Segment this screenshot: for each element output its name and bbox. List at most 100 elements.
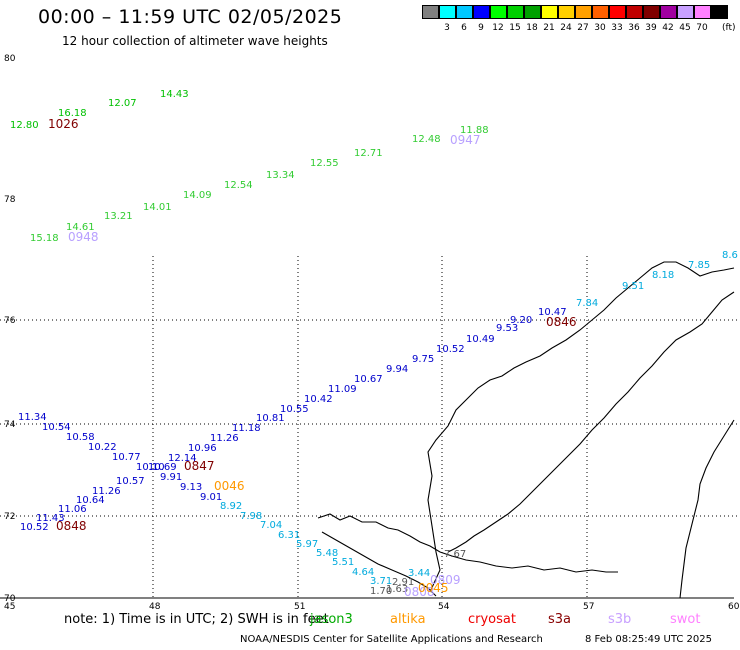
page-title: 00:00 – 11:59 UTC 02/05/2025	[38, 6, 343, 28]
swh-value: 4.64	[352, 567, 374, 578]
swh-value: 10.47	[538, 307, 567, 318]
sat-legend-jason3: jason3	[310, 612, 353, 627]
swh-value: 7.85	[688, 260, 710, 271]
lon-label: 45	[4, 602, 15, 612]
coastline-east	[447, 291, 735, 553]
sat-legend-altika: altika	[390, 612, 426, 627]
sat-legend-cryosat: cryosat	[468, 612, 516, 627]
swh-value: 10.57	[116, 476, 145, 487]
lon-label: 48	[149, 602, 161, 612]
legend-swatch	[439, 5, 456, 19]
coastline-south	[317, 513, 618, 573]
swh-value: 9.91	[160, 472, 182, 483]
legend-label: 24	[560, 23, 572, 33]
sat-legend-s3a: s3a	[548, 612, 572, 627]
swh-value: 12.54	[224, 180, 253, 191]
pass-time-label: 0046	[214, 479, 245, 493]
swh-value: 10.52	[436, 344, 465, 355]
swh-value: 14.09	[183, 190, 212, 201]
lat-label: 80	[4, 54, 16, 64]
swh-value: 11.09	[328, 384, 357, 395]
legend-swatch	[541, 5, 558, 19]
coastline-east-edge	[679, 419, 735, 599]
pass-time-label: 0847	[184, 459, 215, 473]
swh-value: 14.01	[143, 202, 172, 213]
legend-label: 33	[611, 23, 623, 33]
swh-value: 10.42	[304, 394, 333, 405]
lon-label: 51	[294, 602, 305, 612]
lon-label: 57	[583, 602, 594, 612]
swh-value: 5.97	[296, 539, 318, 550]
swh-value: 9.01	[200, 492, 222, 503]
swh-value: 11.26	[92, 486, 121, 497]
swh-value: 11.88	[460, 125, 489, 136]
swh-value: 9.13	[180, 482, 202, 493]
legend-label: 21	[543, 23, 555, 33]
swh-value: 12.80	[10, 120, 39, 131]
swh-value: 13.21	[104, 211, 133, 222]
pass-time-label: 0948	[68, 230, 99, 244]
swh-value: 10.77	[112, 452, 141, 463]
swh-value: 8.6	[722, 250, 738, 261]
swh-value: 13.34	[266, 170, 295, 181]
lat-label: 70	[4, 594, 16, 604]
swh-value: 9.94	[386, 364, 408, 375]
lon-label: 60	[728, 602, 740, 612]
footer-note: note: 1) Time is in UTC; 2) SWH is in fe…	[64, 612, 329, 627]
sat-legend-s3b: s3b	[608, 612, 632, 627]
legend-swatch	[677, 5, 694, 19]
swh-value: 10.58	[66, 432, 95, 443]
generation-timestamp: 8 Feb 08:25:49 UTC 2025	[585, 634, 712, 645]
page-subtitle: 12 hour collection of altimeter wave hei…	[62, 34, 328, 48]
swh-value: 7.67	[444, 549, 466, 560]
pass-time-label: 0947	[450, 133, 481, 147]
swh-value: 6.31	[278, 530, 300, 541]
legend-swatch	[490, 5, 507, 19]
legend-swatch	[711, 5, 728, 19]
swh-value: 14.61	[66, 222, 95, 233]
sat-legend-swot: swot	[670, 612, 701, 627]
legend-swatch	[507, 5, 524, 19]
coastline-mainland	[427, 261, 735, 593]
swh-value: 11.18	[232, 423, 261, 434]
coastline-bay	[321, 531, 437, 597]
legend-label: 42	[662, 23, 674, 33]
pass-time-label: 0045	[418, 581, 449, 595]
legend-label: 15	[509, 23, 521, 33]
swh-value: 16.18	[58, 108, 87, 119]
swh-value: 12.07	[108, 98, 137, 109]
legend-label: 36	[628, 23, 640, 33]
swh-value: 12.14	[168, 453, 197, 464]
legend-swatch	[592, 5, 609, 19]
legend-swatch	[694, 5, 711, 19]
pass-time-label: 0809	[430, 573, 461, 587]
legend-swatch	[422, 5, 439, 19]
swh-value: 9.75	[412, 354, 434, 365]
legend-label: 3	[444, 23, 450, 33]
swh-value: 12.71	[354, 148, 383, 159]
lon-label: 54	[438, 602, 450, 612]
swh-value: 8.92	[220, 501, 242, 512]
lat-label: 76	[4, 316, 16, 326]
swh-value: 3.71	[370, 576, 392, 587]
legend-swatch	[524, 5, 541, 19]
swh-value: 15.18	[30, 233, 59, 244]
legend-swatch	[473, 5, 490, 19]
legend-label: 27	[577, 23, 589, 33]
pass-time-label: 0846	[546, 315, 577, 329]
legend-label: 30	[594, 23, 606, 33]
swh-value: 10.67	[354, 374, 383, 385]
legend-label: 6	[461, 23, 467, 33]
swh-value: 10.81	[256, 413, 285, 424]
swh-value: 2.91	[392, 577, 414, 588]
legend-swatch	[609, 5, 626, 19]
swh-value: 12.48	[412, 134, 441, 145]
swh-value: 10.54	[42, 422, 71, 433]
swh-value: 9.53	[496, 323, 518, 334]
swh-value: 11.26	[210, 433, 239, 444]
legend-swatch	[626, 5, 643, 19]
swh-value: 5.48	[316, 548, 338, 559]
swh-value: 11.34	[18, 412, 47, 423]
swh-value: 10.22	[88, 442, 117, 453]
